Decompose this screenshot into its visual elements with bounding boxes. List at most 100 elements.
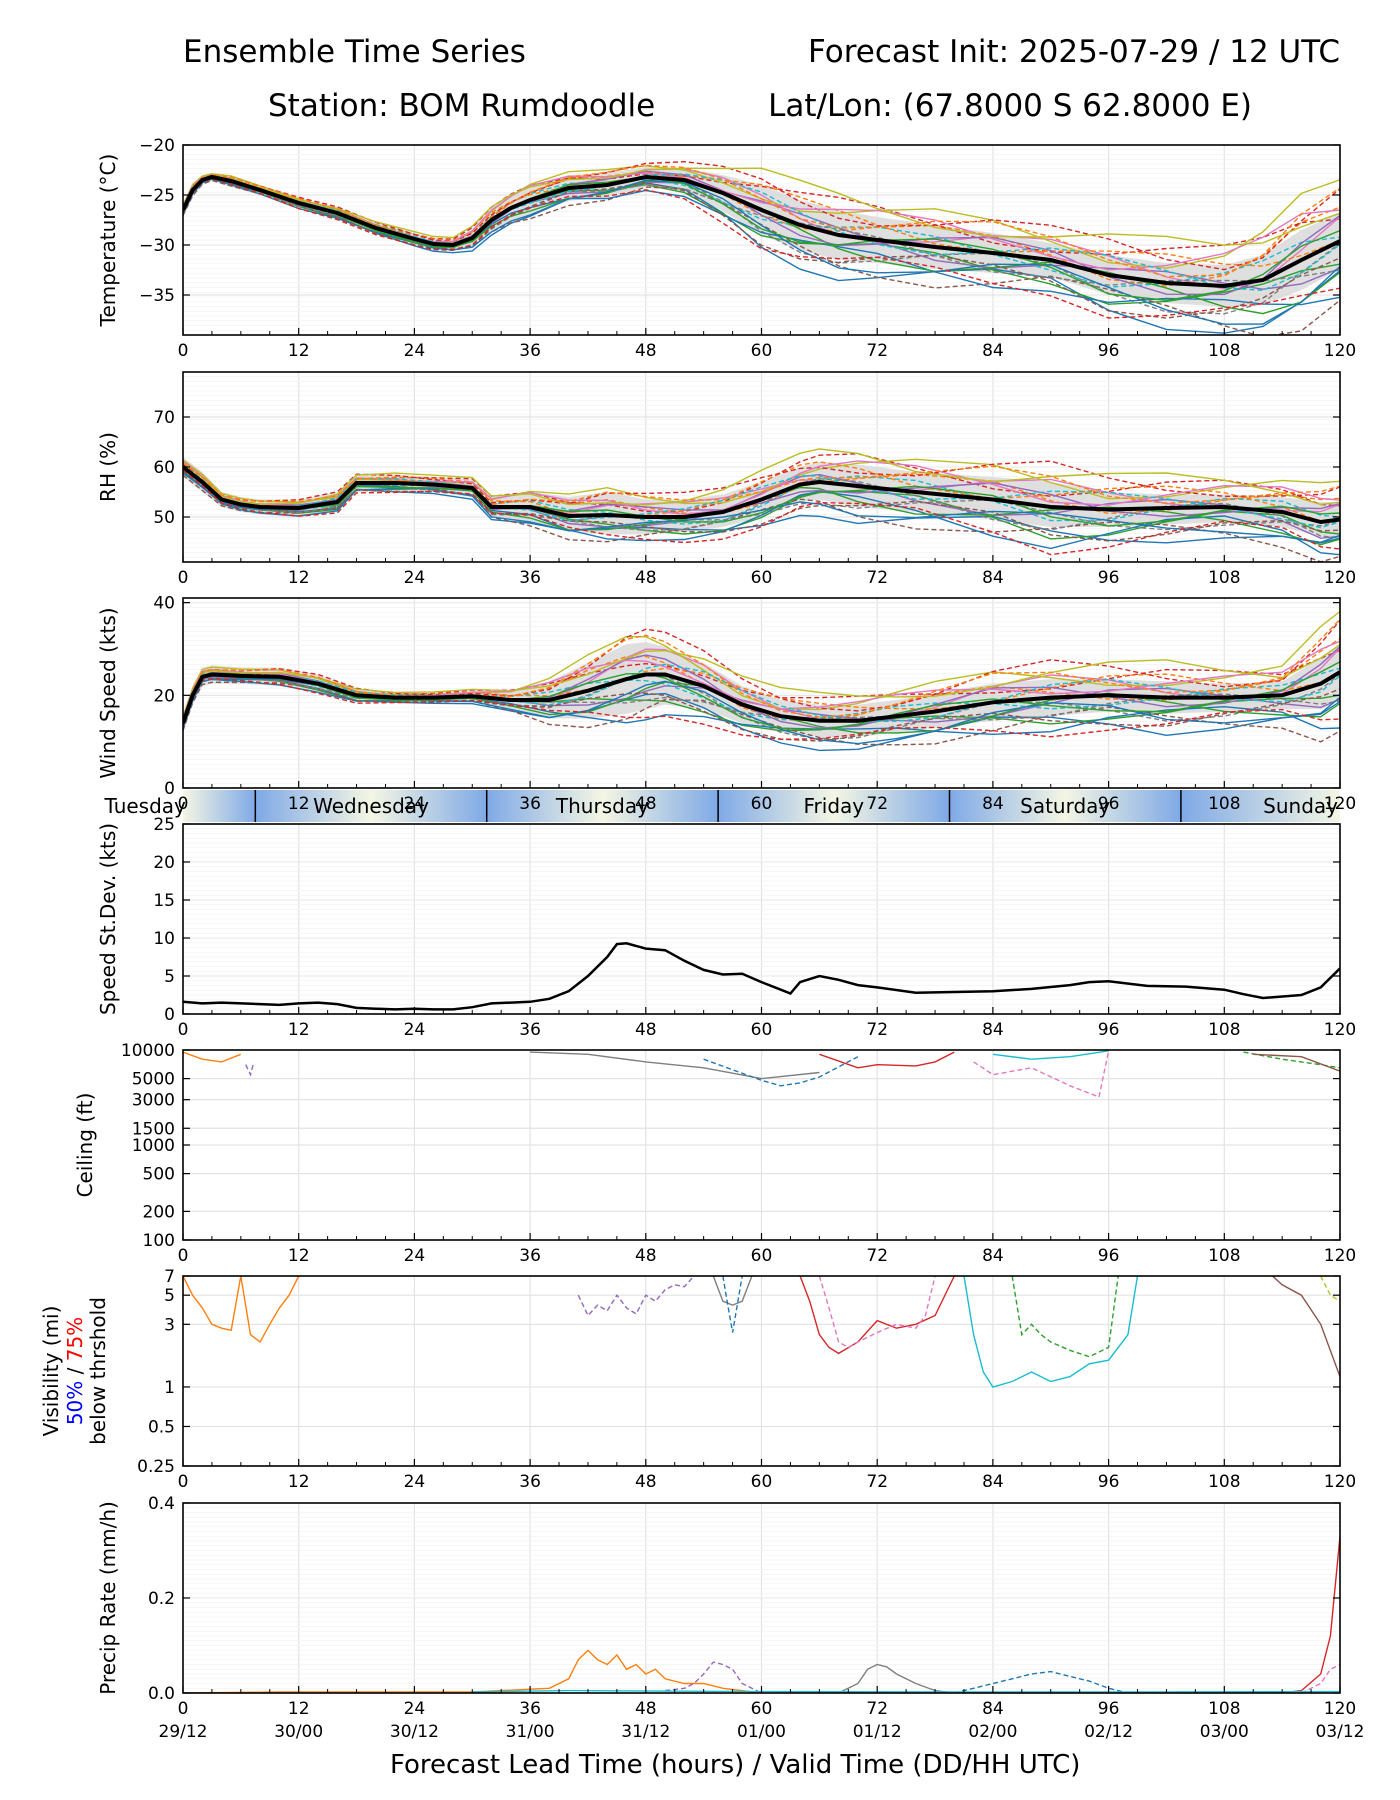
day-band <box>183 790 256 822</box>
y-tick-label: 20 <box>153 686 175 706</box>
header-forecast-init: Forecast Init: 2025-07-29 / 12 UTC <box>808 34 1340 70</box>
series-line <box>973 1050 1110 1098</box>
y-tick-label: −20 <box>139 136 175 156</box>
x-tick-label: 72 <box>866 1472 888 1492</box>
ensemble-member-line <box>183 618 1340 720</box>
x-tick-label: 48 <box>635 1699 657 1719</box>
series-line <box>1243 1051 1340 1069</box>
x-tick-label: 120 <box>1324 1472 1356 1492</box>
x-tick-label: 24 <box>404 568 426 588</box>
panel-rh: 0 12 24 36 48 60 72 84 96 108 120 50 60 70 RH (%) <box>96 371 1356 588</box>
grid-precip <box>182 1502 1341 1694</box>
y-tick-label: 70 <box>153 408 175 428</box>
x-tick-label: 60 <box>751 1246 773 1266</box>
day-label: Wednesday <box>313 794 429 818</box>
x-tick-label: 12 <box>288 1472 310 1492</box>
y-tick-label: 1 <box>164 1378 175 1398</box>
x-tick-label: 36 <box>519 341 541 361</box>
x-tick-label: 12 <box>288 568 310 588</box>
x-tick-label: 60 <box>751 341 773 361</box>
x-tick-label: 48 <box>635 341 657 361</box>
x-tick-label: 48 <box>635 568 657 588</box>
panel-precip: 0 29/12 12 30/00 24 30/12 36 31/00 48 31/12 60 01/0… <box>96 1494 1365 1742</box>
x-tick-label: 120 <box>1324 1699 1356 1719</box>
x-tick-label: 72 <box>866 1699 888 1719</box>
ensemble-member-line <box>183 667 1340 721</box>
ensemble-member-line <box>183 167 1340 246</box>
valid-time-tick-label: 30/00 <box>274 1722 323 1742</box>
y-axis-label: Precip Rate (mm/h) <box>96 1501 120 1695</box>
ensemble-member-line <box>183 178 1340 306</box>
y-axis-label: Ceiling (ft) <box>73 1093 97 1198</box>
plot-rh <box>183 448 1340 562</box>
plot-ceiling <box>183 1050 1340 1098</box>
x-tick-label: 72 <box>866 568 888 588</box>
xticks-visibility: 0 12 24 36 48 60 72 84 96 108 120 <box>178 1459 1356 1492</box>
grid-rh <box>182 372 1341 563</box>
y-axis-label: RH (%) <box>96 432 120 502</box>
xticks-temperature: 0 12 24 36 48 60 72 84 96 108 120 <box>178 328 1356 361</box>
x-tick-label: 120 <box>1324 1246 1356 1266</box>
x-tick-label: 0 <box>178 1472 189 1492</box>
series-line <box>530 1051 820 1080</box>
y-axis-label: Wind Speed (kts) <box>96 607 120 778</box>
x-tick-label: 108 <box>1208 1699 1240 1719</box>
y-tick-label: 0.0 <box>148 1684 175 1704</box>
panel-wind: 0 12 24 36 48 60 72 84 96 108 120 0 20 40 Wind Speed (… <box>96 594 1356 814</box>
y-tick-label: 100 <box>143 1231 175 1251</box>
x-tick-label: 108 <box>1208 1472 1240 1492</box>
series-line <box>1320 1276 1340 1302</box>
ensemble-member-line <box>183 460 1340 505</box>
y-tick-label: 200 <box>143 1202 175 1222</box>
x-tick-label: 84 <box>982 1699 1004 1719</box>
ensemble-member-line <box>183 663 1340 725</box>
x-tick-label: 84 <box>982 341 1004 361</box>
y-tick-label: 1500 <box>132 1119 175 1139</box>
x-tick-label: 84 <box>982 568 1004 588</box>
series-line <box>1272 1276 1340 1377</box>
x-tick-label: 84 <box>982 1246 1004 1266</box>
ensemble-member-line <box>183 164 1340 278</box>
x-tick-label: 108 <box>1208 794 1240 814</box>
x-tick-label: 0 <box>178 1699 189 1719</box>
valid-time-tick-label: 29/12 <box>159 1722 208 1742</box>
x-tick-label: 84 <box>982 1020 1004 1040</box>
x-tick-label: 12 <box>288 794 310 814</box>
valid-time-tick-label: 02/12 <box>1084 1722 1133 1742</box>
x-tick-label: 36 <box>519 1246 541 1266</box>
x-tick-label: 72 <box>866 1020 888 1040</box>
ensemble-member-line <box>183 469 1340 556</box>
x-tick-label: 24 <box>404 341 426 361</box>
x-tick-label: 0 <box>178 568 189 588</box>
grid-speed_sd <box>182 823 1341 1015</box>
valid-time-tick-label: 03/00 <box>1200 1722 1249 1742</box>
x-tick-label: 60 <box>751 1020 773 1040</box>
valid-time-tick-label: 31/12 <box>621 1722 670 1742</box>
series-line <box>954 1670 1129 1693</box>
day-band <box>1180 790 1340 822</box>
y-tick-label: 0.5 <box>148 1417 175 1437</box>
x-tick-label: 60 <box>751 1472 773 1492</box>
ensemble-member-line <box>183 640 1340 718</box>
y-tick-label: 15 <box>153 891 175 911</box>
vis-50-label: 50% <box>63 1381 87 1425</box>
x-tick-label: 24 <box>404 1699 426 1719</box>
panel-visibility: 0 12 24 36 48 60 72 84 96 108 120 0.25 0.5 1 3 57 Visibi… <box>39 1267 1356 1492</box>
series-line <box>838 1663 955 1693</box>
x-tick-label: 108 <box>1208 1246 1240 1266</box>
day-label: Sunday <box>1263 794 1338 818</box>
ensemble-member-line <box>183 179 1340 335</box>
y-tick-label: 1000 <box>132 1136 175 1156</box>
y-tick-label: 3 <box>164 1315 175 1335</box>
plot-precip <box>183 1536 1340 1693</box>
x-tick-label: 48 <box>635 794 657 814</box>
y-tick-label: 40 <box>153 594 175 614</box>
vis-75-label: 75% <box>63 1317 87 1361</box>
series-line <box>963 1276 1139 1388</box>
y-tick-label: 0.2 <box>148 1589 175 1609</box>
y-axis-label: Temperature (°C) <box>96 154 120 328</box>
x-tick-label: 96 <box>1098 1246 1120 1266</box>
x-tick-label: 96 <box>1098 568 1120 588</box>
